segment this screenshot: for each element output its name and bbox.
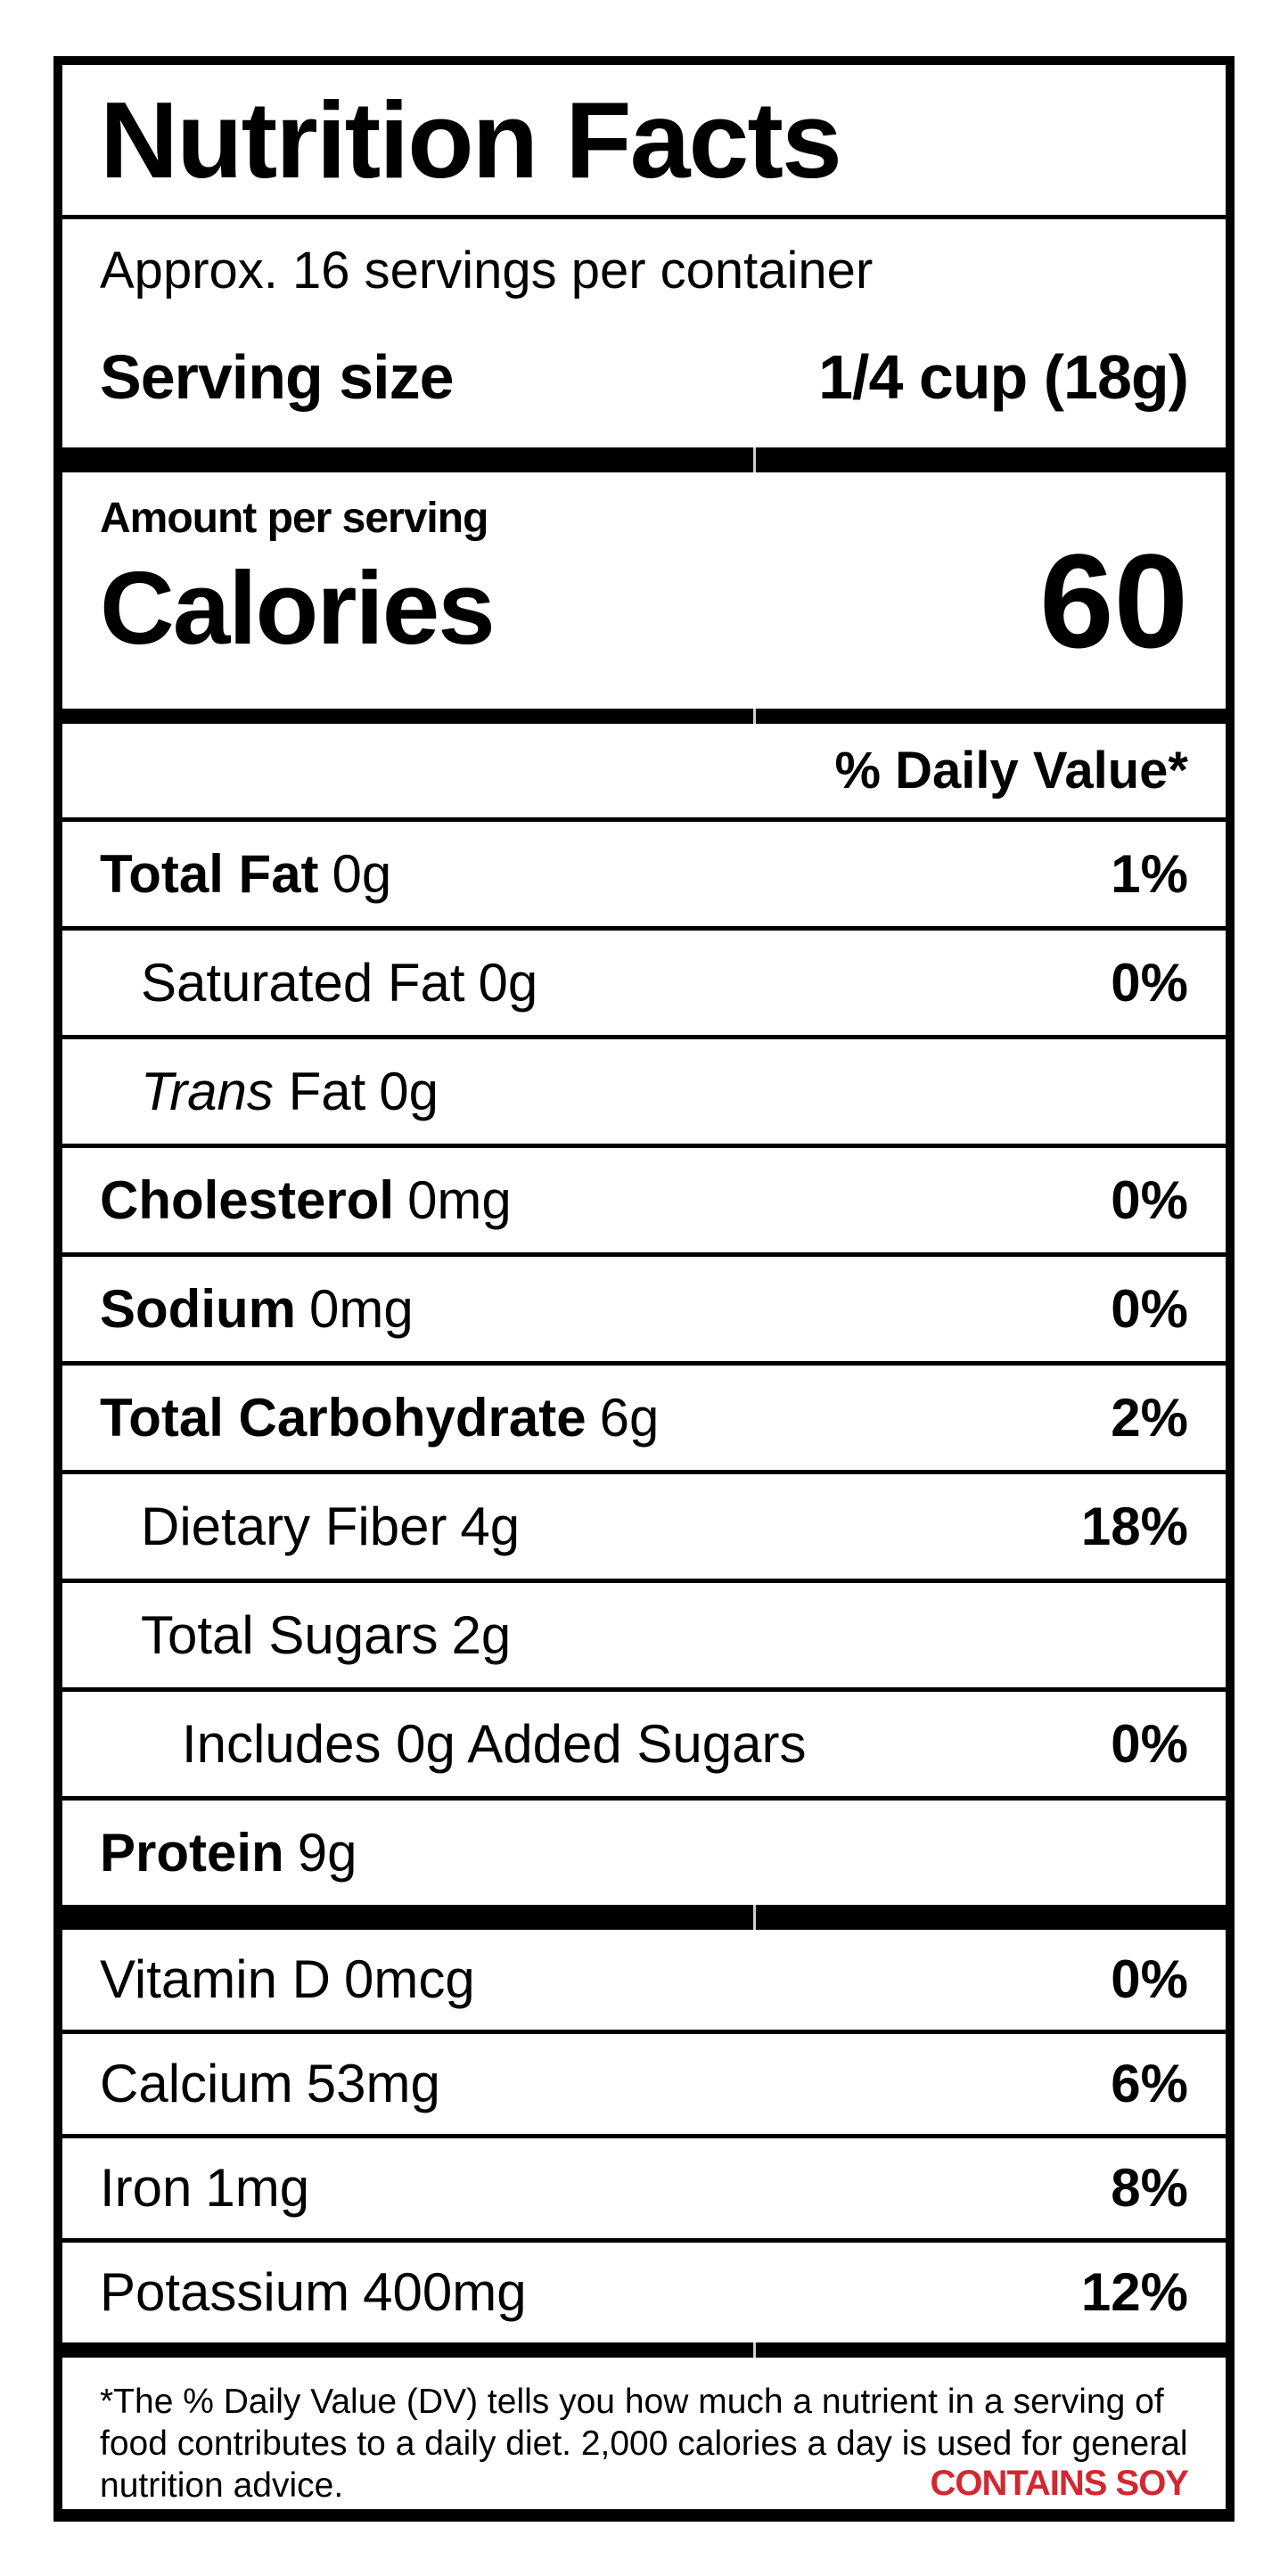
nutrition-facts-title: Nutrition Facts xyxy=(100,79,842,201)
nutrient-row-total-carbohydrate: Total Carbohydrate 6g 2% xyxy=(62,1366,1226,1474)
nutrient-row-cholesterol: Cholesterol 0mg 0% xyxy=(62,1148,1226,1257)
nutrient-name: Total Fat 0g xyxy=(100,843,392,904)
nutrient-row-added-sugars: Includes 0g Added Sugars 0% xyxy=(62,1692,1226,1801)
calories-section: Amount per serving Calories 60 xyxy=(62,494,1226,709)
nutrient-daily-value: 0% xyxy=(1111,1713,1188,1774)
thick-divider-bar xyxy=(62,447,1226,472)
vitamin-daily-value: 6% xyxy=(1111,2054,1188,2113)
nutrient-row-dietary-fiber: Dietary Fiber 4g 18% xyxy=(62,1474,1226,1583)
calories-value: 60 xyxy=(1039,526,1188,676)
vitamin-row-calcium: Calcium 53mg 6% xyxy=(62,2034,1226,2138)
nutrient-name: Total Sugars 2g xyxy=(141,1604,512,1665)
medium-divider-bar xyxy=(62,2342,1226,2358)
label-header: Nutrition Facts xyxy=(62,65,1226,219)
nutrient-row-protein: Protein 9g xyxy=(62,1801,1226,1905)
vitamin-daily-value: 12% xyxy=(1080,2262,1188,2322)
calories-label: Calories xyxy=(100,550,496,666)
nutrient-name: Saturated Fat 0g xyxy=(141,952,538,1013)
nutrient-daily-value: 0% xyxy=(1111,1278,1188,1339)
nutrient-row-saturated-fat: Saturated Fat 0g 0% xyxy=(62,931,1226,1039)
vitamin-daily-value: 0% xyxy=(1111,1949,1188,2009)
serving-size-label: Serving size xyxy=(100,342,455,412)
nutrient-name: Sodium 0mg xyxy=(100,1278,414,1339)
vitamin-name: Potassium 400mg xyxy=(100,2262,527,2322)
vitamin-row-vitamin-d: Vitamin D 0mcg 0% xyxy=(62,1930,1226,2034)
nutrient-daily-value: 0% xyxy=(1111,952,1188,1013)
nutrient-row-total-fat: Total Fat 0g 1% xyxy=(62,822,1226,931)
serving-size-row: Serving size 1/4 cup (18g) xyxy=(100,340,1189,414)
nutrient-name: Includes 0g Added Sugars xyxy=(182,1713,807,1774)
nutrient-daily-value: 18% xyxy=(1080,1496,1188,1556)
nutrient-daily-value: 0% xyxy=(1111,1169,1188,1230)
daily-value-header: % Daily Value* xyxy=(62,724,1226,822)
thick-divider-bar xyxy=(62,1905,1226,1930)
nutrient-name: Cholesterol 0mg xyxy=(100,1169,512,1230)
footnote-section: *The % Daily Value (DV) tells you how mu… xyxy=(62,2358,1226,2509)
vitamin-name: Iron 1mg xyxy=(100,2158,310,2218)
nutrient-name: Protein 9g xyxy=(100,1822,357,1883)
vitamin-daily-value: 8% xyxy=(1111,2158,1188,2218)
serving-size-value: 1/4 cup (18g) xyxy=(818,342,1189,412)
vitamin-row-potassium: Potassium 400mg 12% xyxy=(62,2243,1226,2342)
nutrient-name: Dietary Fiber 4g xyxy=(141,1496,521,1556)
servings-per-container: Approx. 16 servings per container xyxy=(100,242,874,299)
serving-info-section: Approx. 16 servings per container Servin… xyxy=(62,242,1226,447)
nutrient-row-trans-fat: Trans Fat 0g xyxy=(62,1039,1226,1148)
amount-per-serving-label: Amount per serving xyxy=(100,495,488,542)
nutrient-name: Trans Fat 0g xyxy=(141,1061,439,1121)
vitamin-name: Vitamin D 0mcg xyxy=(100,1949,475,2009)
nutrient-name: Total Carbohydrate 6g xyxy=(100,1387,660,1448)
nutrient-row-total-sugars: Total Sugars 2g xyxy=(62,1583,1226,1692)
medium-divider-bar xyxy=(62,709,1226,724)
allergen-statement: CONTAINS SOY xyxy=(930,2464,1189,2503)
vitamin-name: Calcium 53mg xyxy=(100,2054,440,2113)
nutrient-daily-value: 2% xyxy=(1111,1387,1188,1448)
nutrient-row-sodium: Sodium 0mg 0% xyxy=(62,1257,1226,1366)
daily-value-footnote: *The % Daily Value (DV) tells you how mu… xyxy=(100,2383,1188,2505)
nutrient-daily-value: 1% xyxy=(1111,843,1188,904)
vitamin-row-iron: Iron 1mg 8% xyxy=(62,2138,1226,2243)
nutrition-facts-label: Nutrition Facts Approx. 16 servings per … xyxy=(53,56,1235,2522)
